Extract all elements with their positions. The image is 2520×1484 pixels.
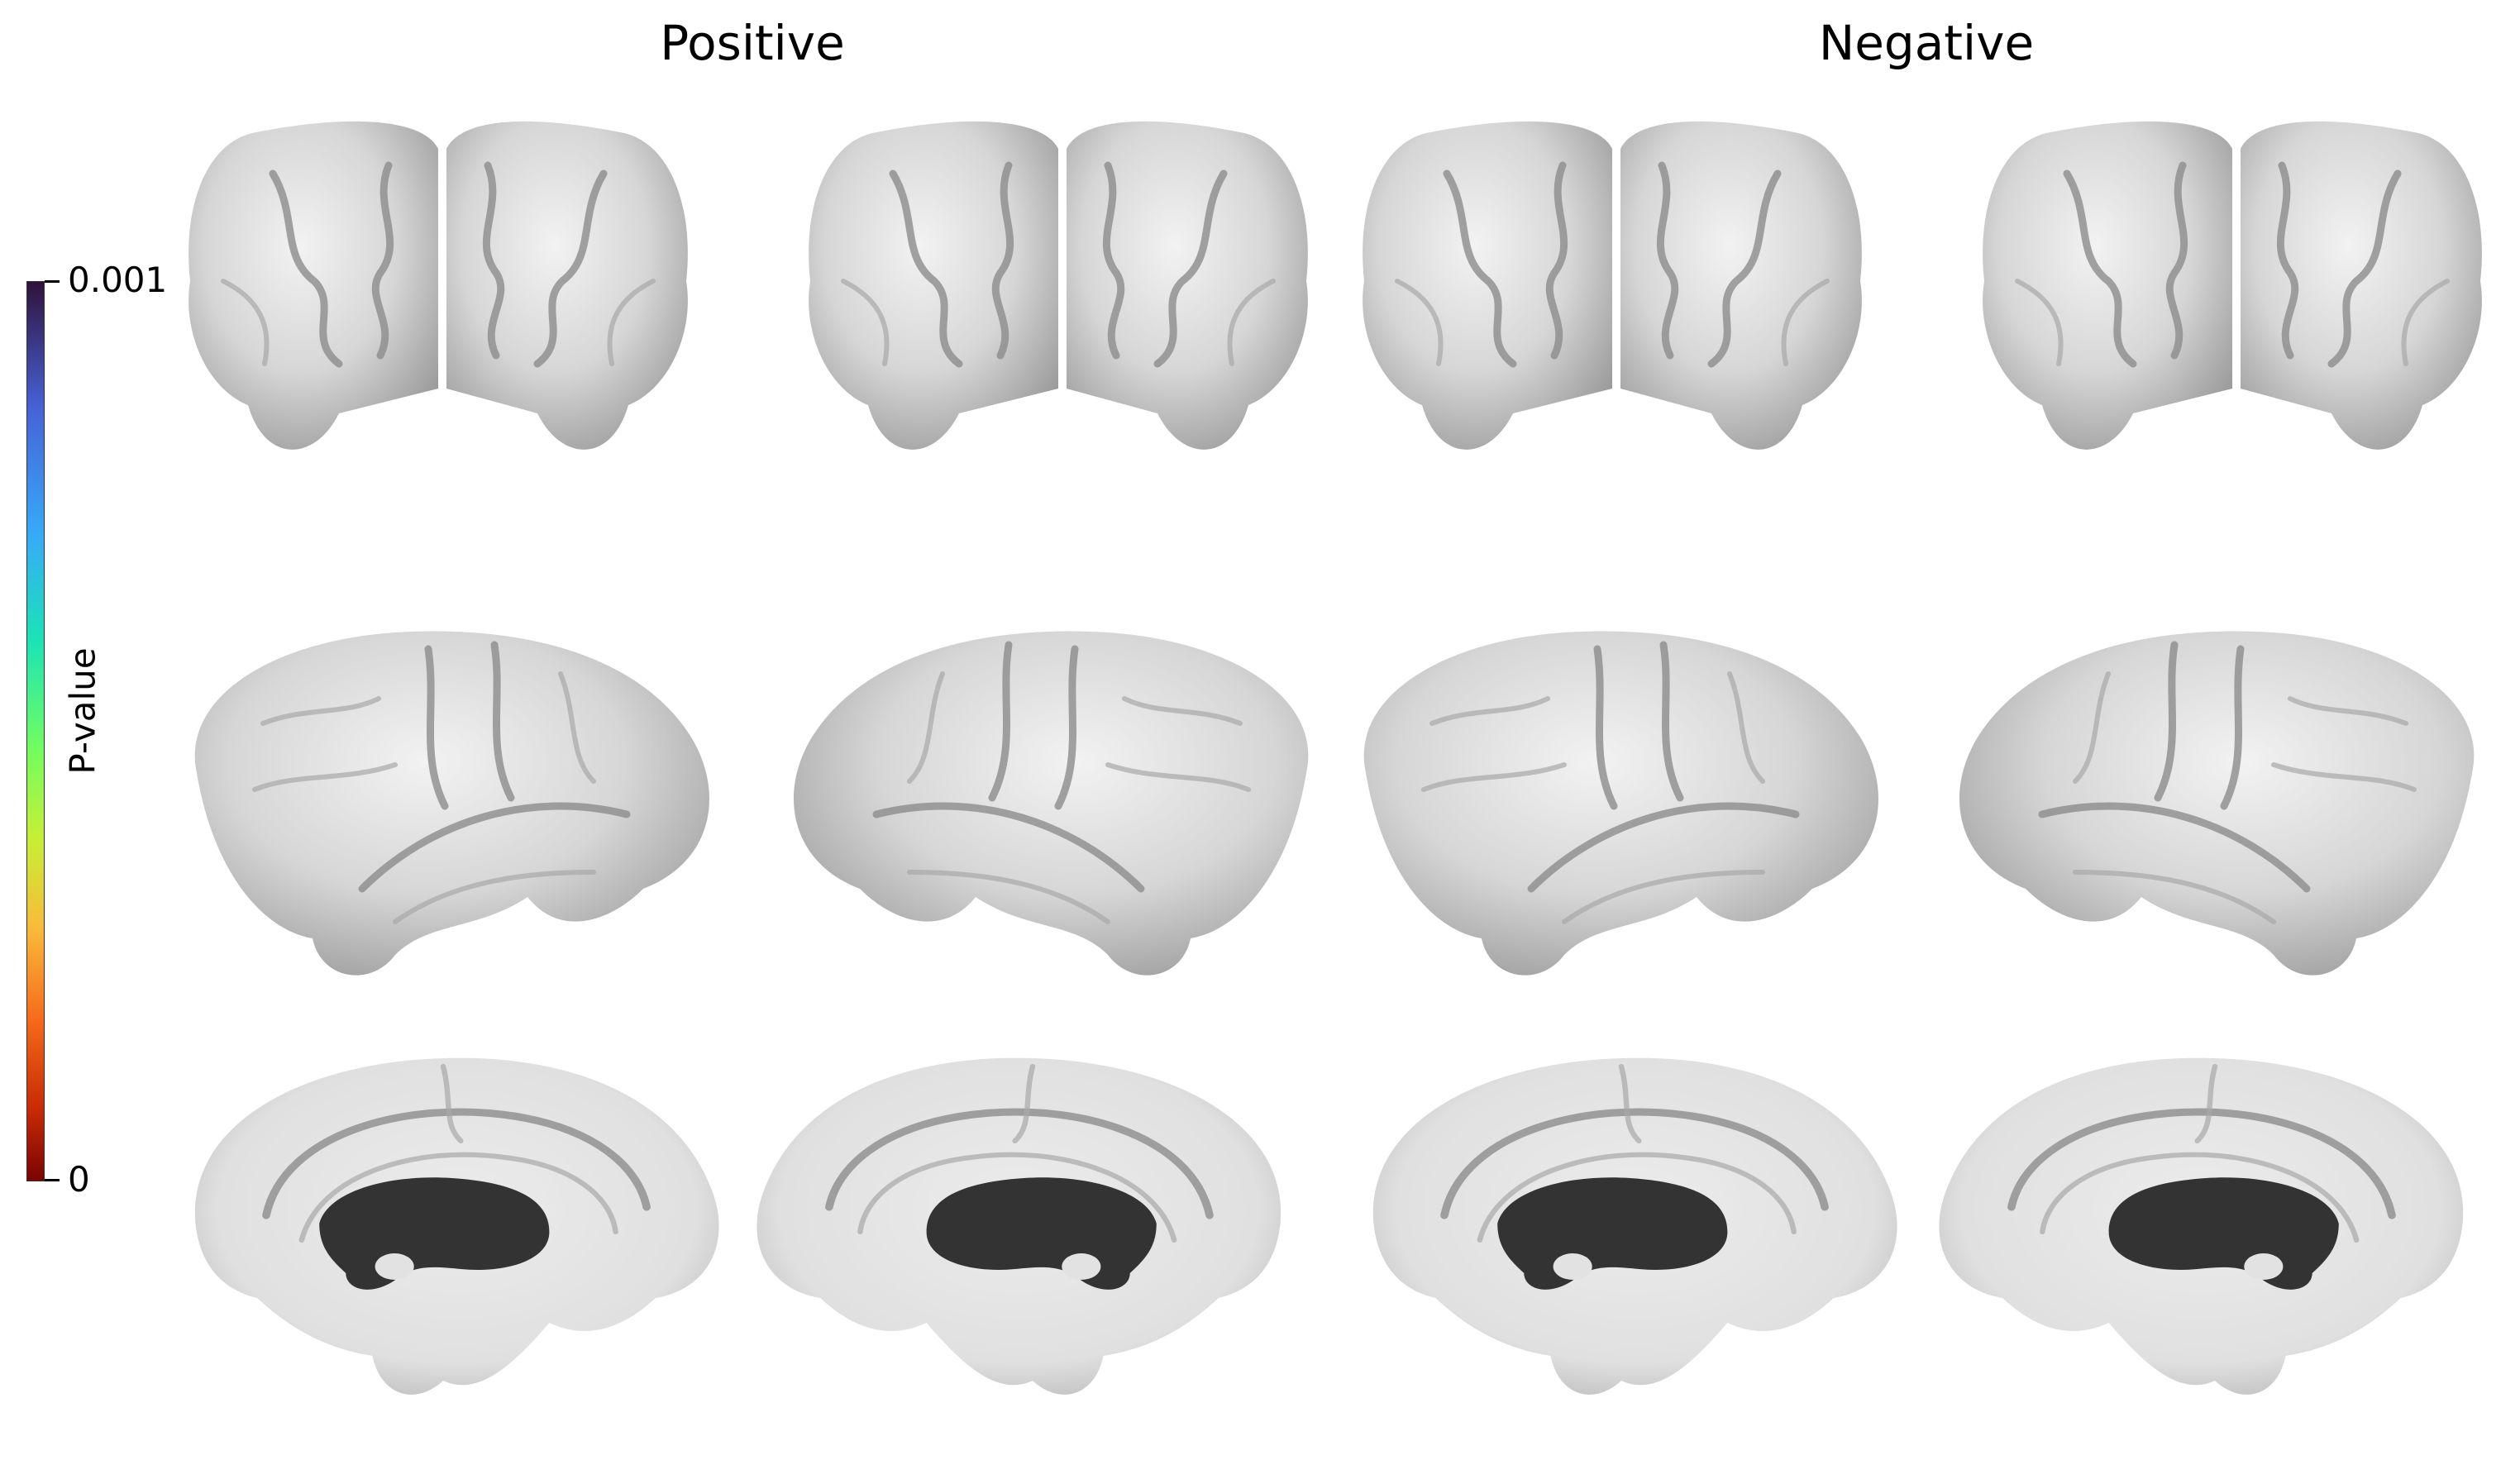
colorbar-min-label: 0 [68, 1159, 90, 1200]
positive-left-medial-view [195, 1058, 719, 1395]
positive-right-lateral-view [794, 632, 1308, 976]
negative-title: Negative [1818, 15, 2035, 71]
positive-left-lateral-view [195, 632, 709, 976]
positive-right-medial-view [756, 1058, 1281, 1395]
colorbar-max-label: 0.001 [68, 260, 168, 300]
negative-left-medial-view [1373, 1058, 1897, 1395]
negative-right-posterior-view [1983, 122, 2482, 450]
negative-right-medial-view [1939, 1058, 2463, 1395]
colorbar-tick-min [45, 1179, 60, 1181]
negative-left-lateral-view [1364, 632, 1878, 976]
positive-title: Positive [660, 15, 845, 71]
colorbar-tick-max [45, 280, 60, 283]
p-value-colorbar [26, 281, 45, 1181]
positive-left-posterior-view [189, 122, 688, 450]
negative-right-lateral-view [1959, 632, 2474, 976]
negative-left-posterior-view [1363, 122, 1862, 450]
positive-right-posterior-view [809, 122, 1308, 450]
